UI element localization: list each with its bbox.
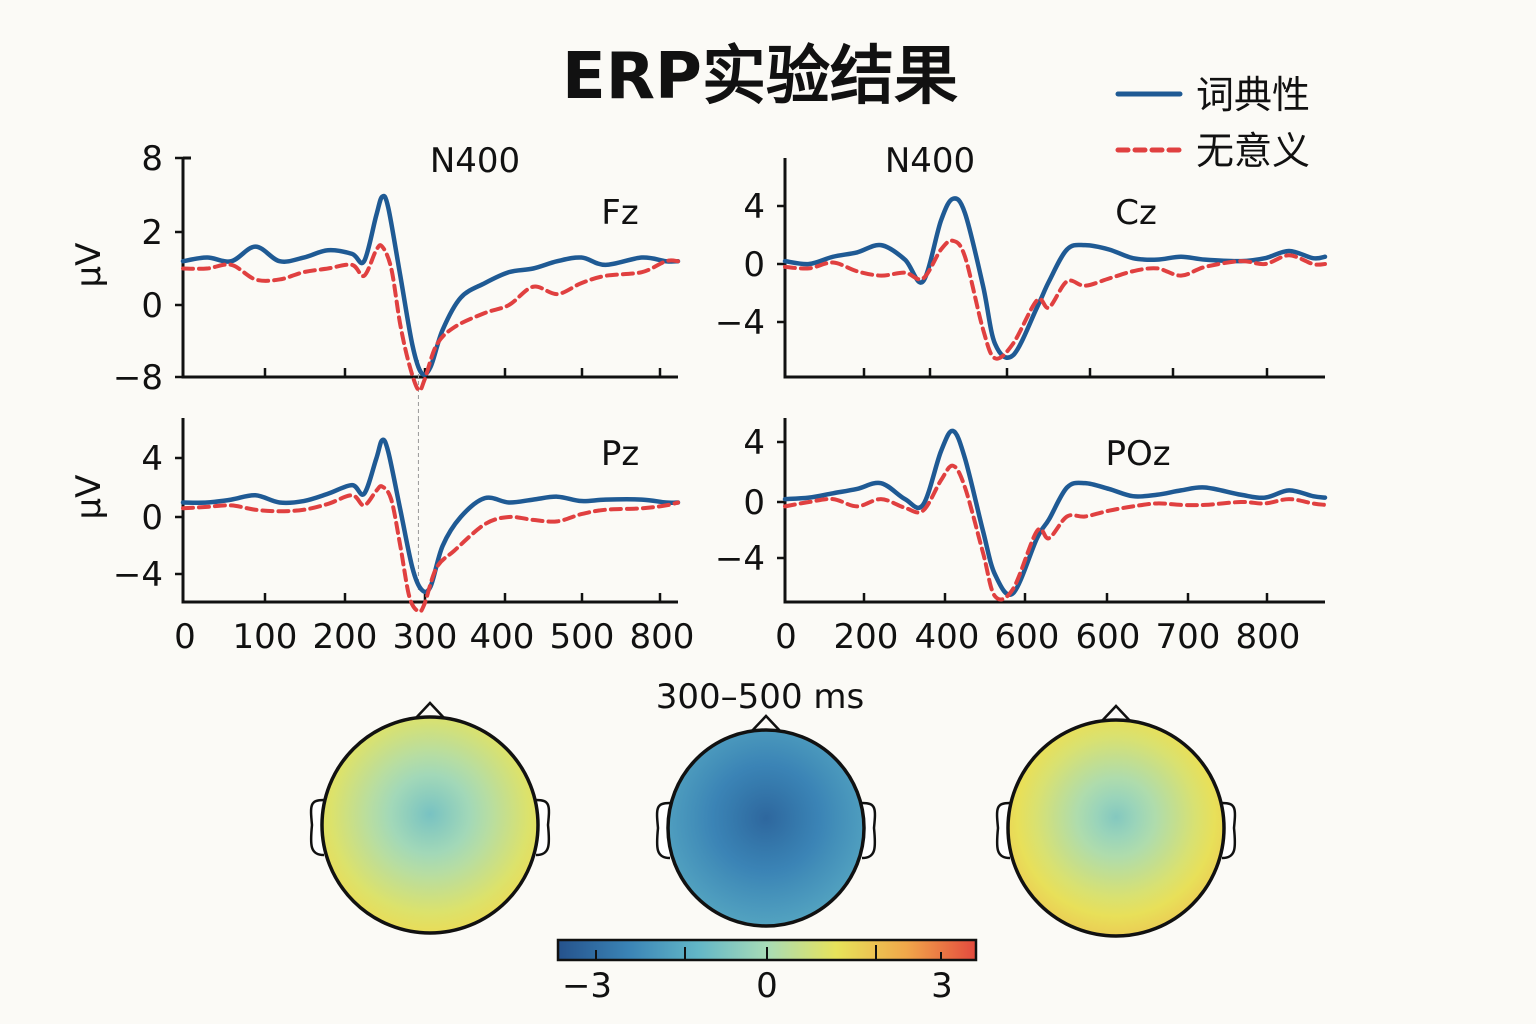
y-tick-label: 0 [743,245,765,285]
x-tick-label: 0 [174,617,196,657]
erp-panel-pz: 4 0 −4 0 100 200 300 400 500 800 Pz μV [69,418,694,657]
topomap-window-label: 300–500 ms [656,677,864,717]
erp-panel-fz: 8 2 0 −8 N400 Fz μV [69,139,681,418]
series-line-lexical [782,428,1328,597]
y-tick-label: 0 [743,483,765,523]
axis-lines [181,158,678,379]
colorbar-tick-label: 3 [931,966,953,1006]
y-tick-label: 4 [743,187,765,227]
series-line-lexical [180,437,681,595]
channel-label: Cz [1115,193,1157,233]
series-line-nonsense [783,238,1327,361]
y-axis-label: μV [69,243,109,288]
channel-label: Pz [601,434,639,474]
y-tick-label: −4 [715,303,765,343]
nose-icon [749,714,783,734]
x-tick-label: 800 [630,617,695,657]
colorbar-tick-label: 0 [756,966,778,1006]
x-tick-label: 500 [550,617,615,657]
x-tick-label: 200 [313,617,378,657]
y-axis-label: μV [69,475,109,520]
y-tick-label: 0 [141,498,163,538]
colorbar: −3 0 3 [556,938,978,1006]
x-tick-label: 600 [1076,617,1141,657]
channel-label: POz [1105,434,1170,474]
x-tick-label: 0 [775,617,797,657]
series-line-nonsense [181,243,680,393]
channel-label: Fz [601,193,638,233]
x-tick-label: 800 [1236,617,1301,657]
ear-right-icon [861,801,877,860]
topomap-2 [655,714,877,928]
series-line-lexical [180,193,681,377]
series-line-nonsense [783,463,1327,602]
series-line-nonsense [181,484,680,614]
ear-right-icon [1221,801,1237,860]
erp-panel-cz: 4 0 −4 N400 Cz [715,141,1328,379]
topomap-3 [995,704,1237,938]
y-tick-label: 0 [141,286,163,326]
axis-lines [181,418,678,604]
x-tick-label: 300 [393,617,458,657]
x-tick-label: 400 [470,617,535,657]
nose-icon [413,701,447,721]
ear-right-icon [535,798,551,857]
x-tick-label: 700 [1156,617,1221,657]
component-label: N400 [430,141,520,181]
colorbar-tick-label: −3 [562,966,612,1006]
axis-lines [783,158,1325,379]
head-outline [1006,718,1226,938]
ear-left-icon [309,798,325,857]
y-tick-label: 4 [743,423,765,463]
head-outline [666,728,866,928]
x-tick-label: 100 [233,617,298,657]
ear-left-icon [995,801,1011,860]
y-tick-label: 4 [141,439,163,479]
component-label: N400 [885,141,975,181]
legend-label-nonsense: 无意义 [1196,129,1310,173]
series-line-lexical [782,196,1328,360]
y-tick-label: −4 [715,539,765,579]
x-tick-label: 200 [834,617,899,657]
y-tick-label: 2 [141,213,163,253]
x-tick-label: 600 [995,617,1060,657]
y-tick-label: −4 [113,555,163,595]
axis-lines [783,418,1325,604]
y-tick-label: 8 [141,139,163,179]
figure-title: ERP实验结果 [562,40,958,114]
nose-icon [1099,704,1133,724]
topomap-1 [309,701,551,935]
ear-left-icon [655,801,671,860]
x-tick-label: 400 [915,617,980,657]
legend: 词典性 无意义 [1115,73,1310,173]
y-tick-label: −8 [113,358,163,398]
legend-label-lexical: 词典性 [1196,73,1310,117]
head-outline [320,715,540,935]
